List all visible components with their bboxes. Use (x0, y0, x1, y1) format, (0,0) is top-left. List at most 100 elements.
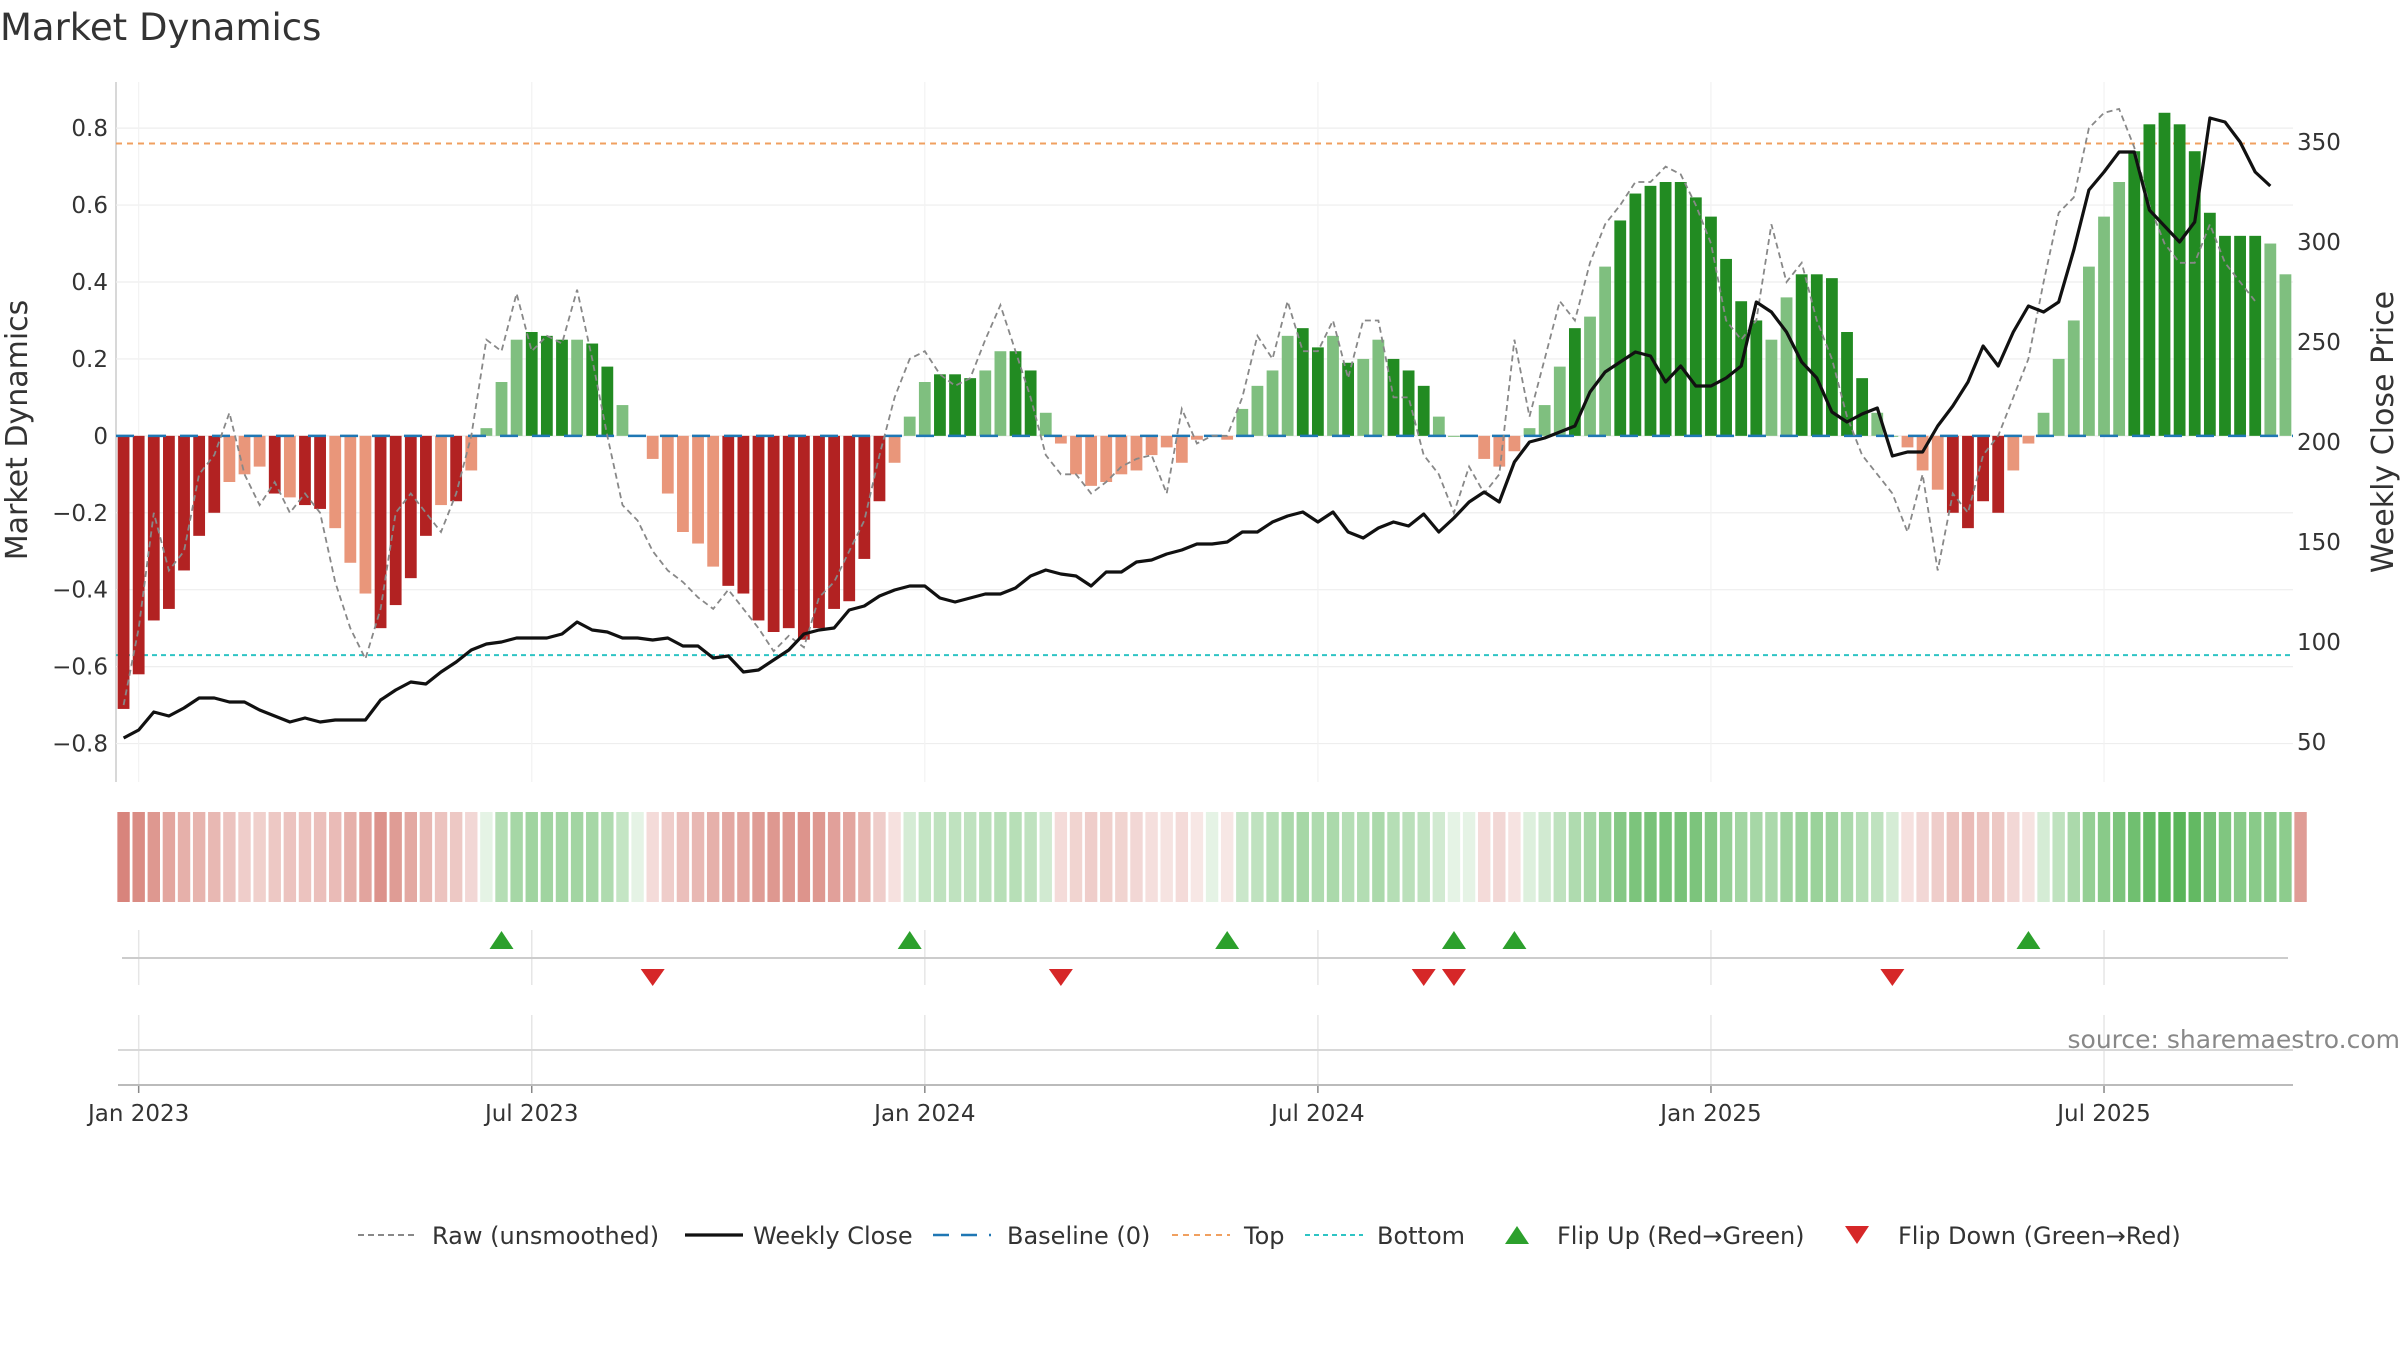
legend-label: Flip Down (Green→Red) (1898, 1222, 2181, 1250)
strip-cell (2173, 812, 2185, 902)
strip-cell (480, 812, 492, 902)
y-tick-label-right: 250 (2297, 330, 2341, 356)
strip-cell (1644, 812, 1656, 902)
dynamics-bar (1252, 386, 1264, 436)
dynamics-bar (1992, 436, 2004, 513)
y-axis-label-right: Weekly Close Price (2366, 291, 2400, 573)
strip-cell (979, 812, 991, 902)
strip-cell (1251, 812, 1263, 902)
strip-cell (284, 812, 296, 902)
strip-cell (1705, 812, 1717, 902)
strip-cell (1750, 812, 1762, 902)
strip-cell (1780, 812, 1792, 902)
dynamics-bar (2204, 213, 2216, 436)
dynamics-bar (1509, 436, 1521, 451)
axis-ticks: 0.80.60.40.20−0.2−0.4−0.6−0.835030025020… (52, 116, 2341, 1127)
strip-cell (2083, 812, 2095, 902)
strip-cell (631, 812, 643, 902)
strip-cell (1130, 812, 1142, 902)
series-lines (116, 109, 2293, 738)
strip-cell (1569, 812, 1581, 902)
dynamics-bar (375, 436, 387, 628)
strip-cell (223, 812, 235, 902)
strip-cell (1765, 812, 1777, 902)
dynamics-bar (511, 340, 523, 436)
strip-cell (1085, 812, 1097, 902)
strip-cell (571, 812, 583, 902)
strip-cell (1856, 812, 1868, 902)
strip-cell (1342, 812, 1354, 902)
y-tick-label-left: 0.8 (71, 116, 108, 142)
strip-cell (1735, 812, 1747, 902)
strip-cell (2052, 812, 2064, 902)
strip-cell (2007, 812, 2019, 902)
dynamics-bar (677, 436, 689, 532)
strip-cell (1841, 812, 1853, 902)
dynamics-bar (2143, 124, 2155, 436)
dynamics-bar (1327, 336, 1339, 436)
dynamics-bar (193, 436, 205, 536)
dynamics-bar (1236, 409, 1248, 436)
flip-down-marker (641, 969, 665, 986)
dynamics-bar (2007, 436, 2019, 471)
flip-down-marker (1049, 969, 1073, 986)
dynamics-bar (722, 436, 734, 586)
strip-cell (1055, 812, 1067, 902)
raw-series-line (124, 109, 2256, 705)
dynamics-bar (601, 367, 613, 436)
dynamics-bar (768, 436, 780, 632)
y-axis-label-left: Market Dynamics (0, 300, 35, 561)
y-tick-label-left: 0.2 (71, 347, 108, 373)
strip-cell (1916, 812, 1928, 902)
strip-cell (1161, 812, 1173, 902)
dynamics-bar (919, 382, 931, 436)
strip-cell (1145, 812, 1157, 902)
dynamics-bar (435, 436, 447, 505)
strip-cell (646, 812, 658, 902)
dynamics-bar (647, 436, 659, 459)
strip-cell (888, 812, 900, 902)
dynamics-bar (828, 436, 840, 609)
x-tick-label: Jul 2023 (483, 1101, 579, 1127)
strip-cell (1614, 812, 1626, 902)
dynamics-bar (753, 436, 765, 621)
strip-cell (1463, 812, 1475, 902)
dynamics-bar (1599, 267, 1611, 436)
dynamics-bar (1418, 386, 1430, 436)
dynamics-bar (1403, 370, 1415, 435)
strip-cell (269, 812, 281, 902)
strip-cell (752, 812, 764, 902)
dynamics-bar (254, 436, 266, 467)
strip-cell (783, 812, 795, 902)
strip-cell (1523, 812, 1535, 902)
dynamics-bar (1962, 436, 1974, 528)
dynamics-bar (1947, 436, 1959, 513)
strip-cell (677, 812, 689, 902)
dynamics-bar (1584, 317, 1596, 436)
flip-down-marker (1880, 969, 1904, 986)
strip-cell (1206, 812, 1218, 902)
dynamics-bar (1554, 367, 1566, 436)
strip-cell (329, 812, 341, 902)
reference-lines (116, 144, 2293, 656)
dynamics-bar (889, 436, 901, 463)
strip-cell (828, 812, 840, 902)
strip-cell (465, 812, 477, 902)
dynamics-bar (2249, 236, 2261, 436)
strip-cell (1508, 812, 1520, 902)
strip-cell (450, 812, 462, 902)
dynamics-bar (1478, 436, 1490, 459)
strip-cell (1826, 812, 1838, 902)
flip-up-marker (1215, 931, 1239, 949)
strip-cell (2234, 812, 2246, 902)
y-tick-label-right: 150 (2297, 530, 2341, 556)
y-tick-label-right: 200 (2297, 430, 2341, 456)
strip-cell (1402, 812, 1414, 902)
flip-down-marker (1442, 969, 1466, 986)
dynamics-bar (843, 436, 855, 601)
dynamics-bar (556, 340, 568, 436)
dynamics-bar (1161, 436, 1173, 448)
